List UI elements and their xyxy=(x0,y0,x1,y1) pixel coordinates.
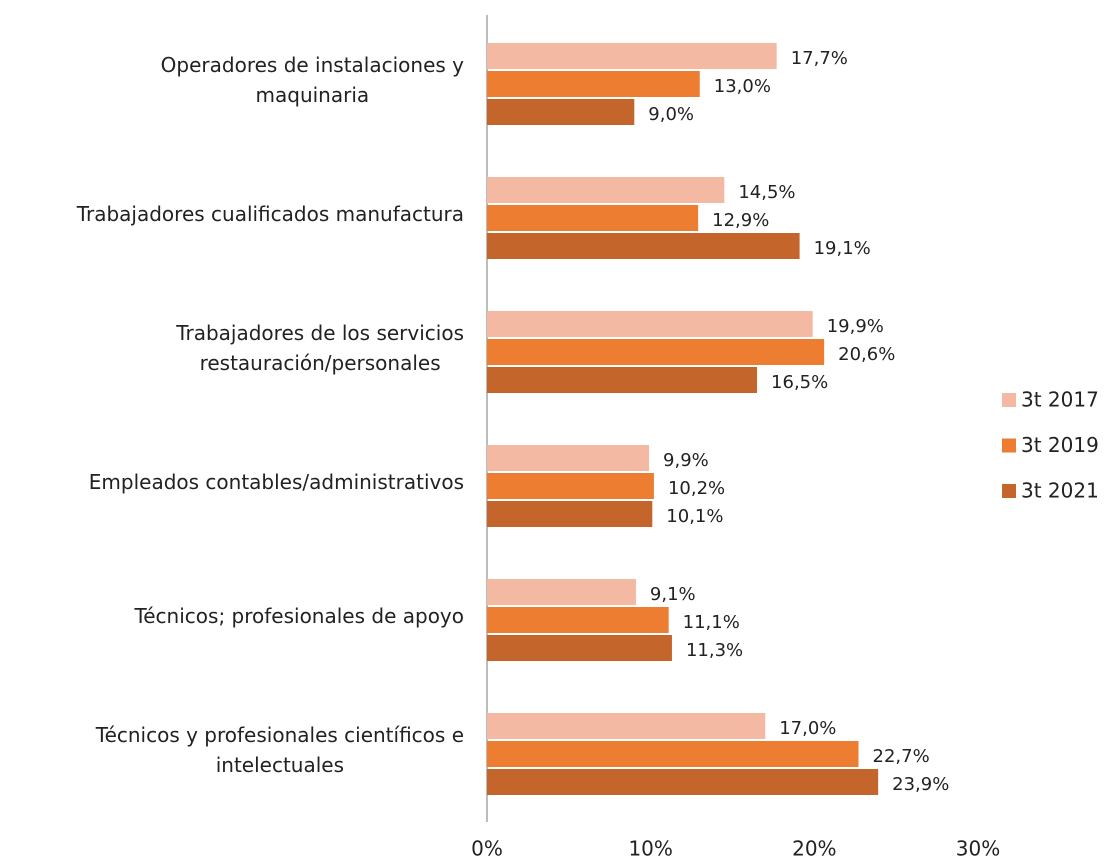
category-label: Operadores de instalaciones y maquinaria xyxy=(161,50,464,110)
value-label: 14,5% xyxy=(738,182,795,203)
value-label: 17,7% xyxy=(791,48,848,69)
category-label: Trabajadores cualificados manufactura xyxy=(77,199,464,229)
value-label: 22,7% xyxy=(873,746,930,767)
value-label: 19,1% xyxy=(814,238,871,259)
value-label: 9,0% xyxy=(648,104,694,125)
x-tick-label: 10% xyxy=(628,837,672,861)
value-label: 11,1% xyxy=(683,612,740,633)
bar xyxy=(487,741,859,767)
value-label: 23,9% xyxy=(892,774,949,795)
category-label: Empleados contables/administrativos xyxy=(89,467,464,497)
bar xyxy=(487,473,654,499)
bar xyxy=(487,635,672,661)
value-label: 10,2% xyxy=(668,478,725,499)
category-label-text: Empleados contables/administrativos xyxy=(88,470,464,494)
bar xyxy=(487,233,800,259)
bar xyxy=(487,607,669,633)
bar xyxy=(487,177,725,203)
x-tick-label: 20% xyxy=(792,837,836,861)
bar xyxy=(487,769,879,795)
value-label: 11,3% xyxy=(686,640,743,661)
value-label: 13,0% xyxy=(714,76,771,97)
bar xyxy=(487,71,700,97)
x-tick-label: 30% xyxy=(956,837,1000,861)
bar xyxy=(487,579,636,605)
category-label-text: Trabajadores de los servicios restauraci… xyxy=(176,321,464,375)
category-label-text: Trabajadores cualificados manufactura xyxy=(76,202,464,226)
bar xyxy=(487,713,766,739)
bar xyxy=(487,367,758,393)
legend-label: 3t 2017 xyxy=(1021,388,1099,412)
category-label-text: Operadores de instalaciones y maquinaria xyxy=(160,53,464,107)
bar xyxy=(487,501,653,527)
category-label-text: Técnicos y profesionales científicos e i… xyxy=(95,723,464,777)
category-label: Técnicos; profesionales de apoyo xyxy=(134,601,464,631)
category-label-text: Técnicos; profesionales de apoyo xyxy=(134,604,464,628)
value-label: 17,0% xyxy=(779,718,836,739)
value-label: 12,9% xyxy=(712,210,769,231)
bar xyxy=(487,445,650,471)
value-label: 20,6% xyxy=(838,344,895,365)
bar xyxy=(487,43,777,69)
value-label: 9,9% xyxy=(663,450,709,471)
bar xyxy=(487,339,825,365)
legend-swatch xyxy=(1002,438,1016,453)
value-label: 16,5% xyxy=(771,372,828,393)
legend-label: 3t 2019 xyxy=(1021,433,1099,457)
bar xyxy=(487,205,699,231)
legend-label: 3t 2021 xyxy=(1021,479,1099,503)
bar xyxy=(487,311,813,337)
legend-swatch xyxy=(1002,484,1016,498)
legend-swatch xyxy=(1002,393,1016,407)
category-label: Técnicos y profesionales científicos e i… xyxy=(96,720,464,780)
x-tick-label: 0% xyxy=(471,837,503,861)
value-label: 10,1% xyxy=(666,506,723,527)
category-label: Trabajadores de los servicios restauraci… xyxy=(176,318,464,378)
value-label: 9,1% xyxy=(650,584,696,605)
bar xyxy=(487,99,635,125)
value-label: 19,9% xyxy=(827,316,884,337)
